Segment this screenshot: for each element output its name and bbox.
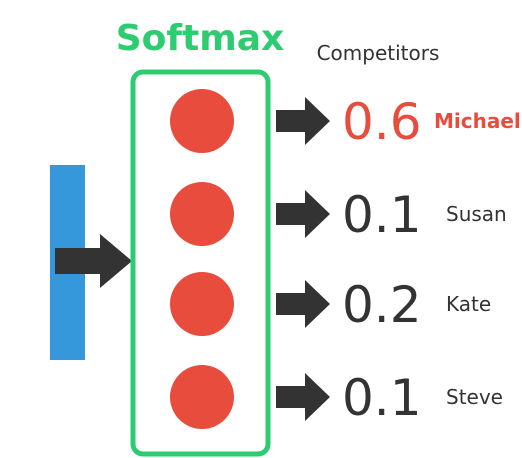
- probability-value: 0.1: [342, 369, 422, 427]
- probability-value: 0.1: [342, 186, 422, 244]
- competitor-name: Michael: [434, 109, 521, 133]
- softmax-node: [170, 182, 234, 246]
- probability-value: 0.2: [342, 276, 422, 334]
- competitor-name: Susan: [446, 202, 507, 226]
- output-rows: 0.6 Michael 0.1 Susan 0.2 Kate 0.1 Steve: [170, 89, 521, 429]
- competitors-heading: Competitors: [317, 41, 440, 65]
- input-arrow-icon: [55, 234, 132, 288]
- output-row: 0.6 Michael: [170, 89, 521, 153]
- softmax-node: [170, 365, 234, 429]
- softmax-box: [130, 69, 271, 457]
- output-arrow-icon: [276, 280, 330, 328]
- softmax-node: [170, 272, 234, 336]
- softmax-node: [170, 89, 234, 153]
- output-arrow-icon: [276, 190, 330, 238]
- output-arrow-icon: [276, 97, 330, 145]
- output-row: 0.2 Kate: [170, 272, 491, 336]
- output-arrow-icon: [276, 373, 330, 421]
- competitor-name: Kate: [446, 292, 491, 316]
- softmax-title: Softmax: [116, 18, 285, 59]
- output-row: 0.1 Susan: [170, 182, 507, 246]
- probability-value: 0.6: [342, 93, 422, 151]
- output-row: 0.1 Steve: [170, 365, 503, 429]
- competitor-name: Steve: [446, 385, 503, 409]
